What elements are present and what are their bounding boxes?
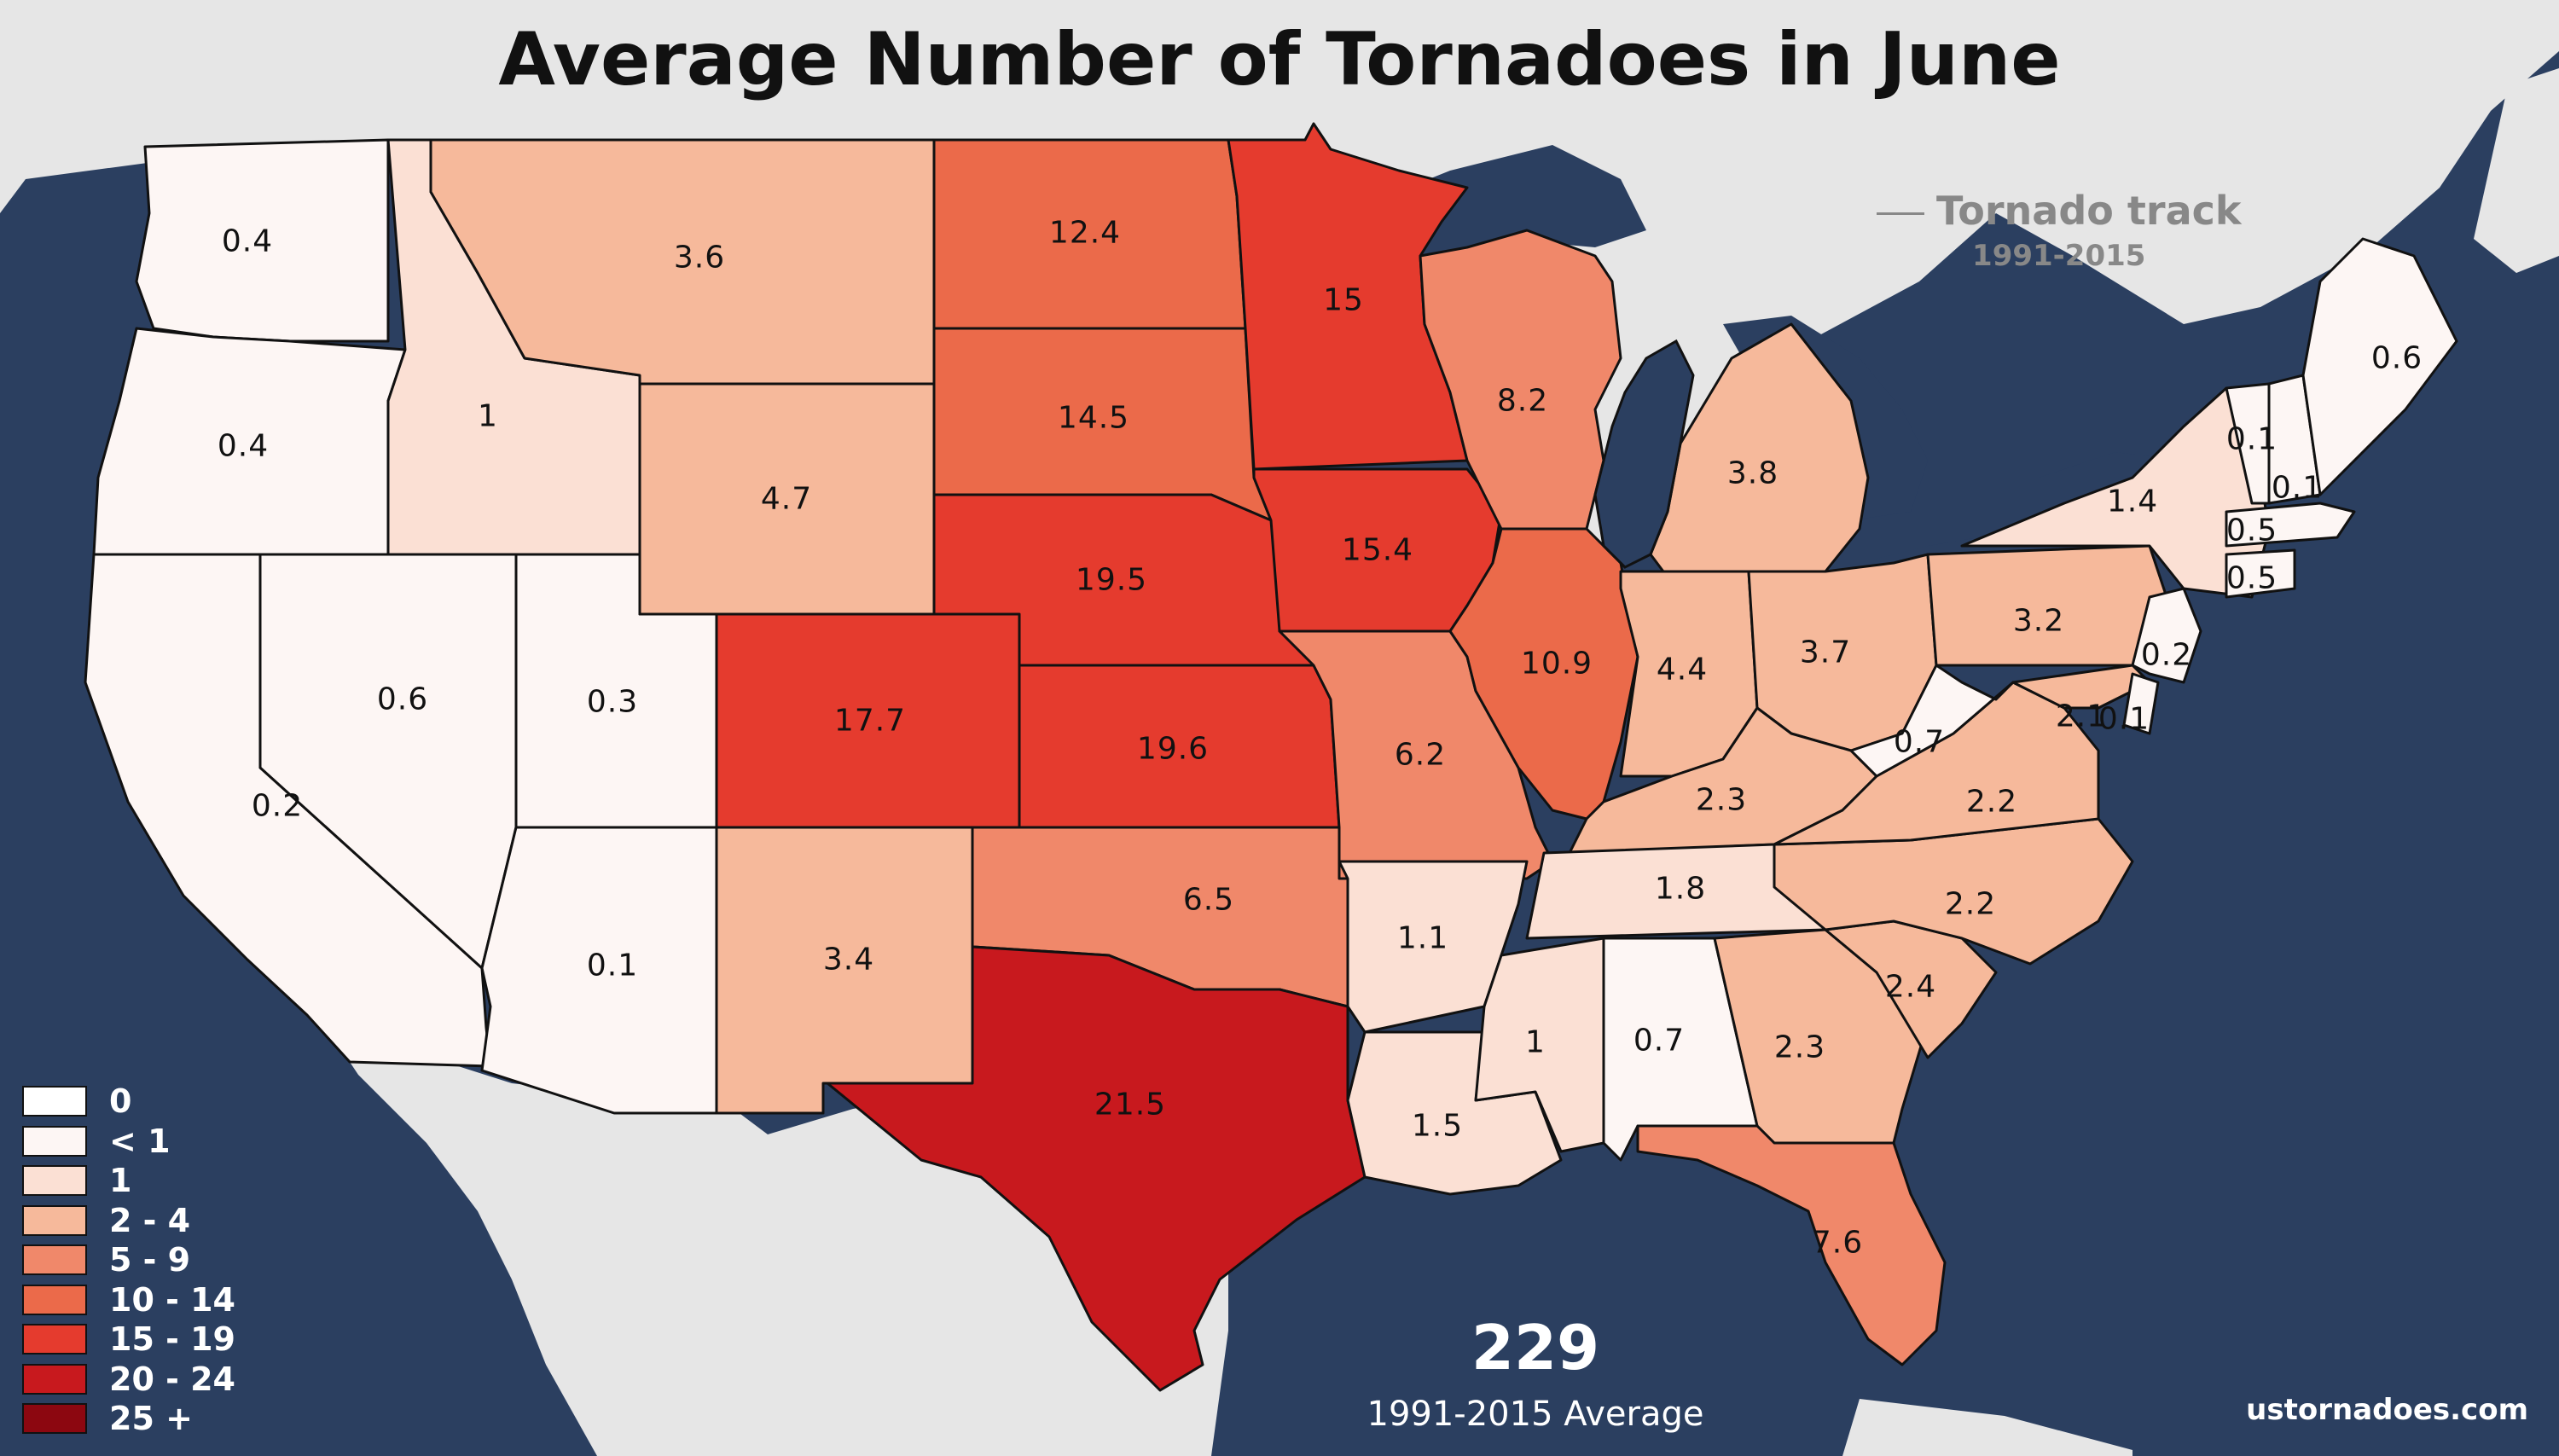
map-title: Average Number of Tornadoes in June — [498, 17, 2061, 102]
state-value-tx: 21.5 — [1094, 1087, 1167, 1122]
state-fl — [1636, 1124, 1947, 1366]
legend-swatch — [22, 1244, 87, 1276]
legend-label: 10 - 14 — [109, 1280, 235, 1319]
state-de — [2122, 672, 2160, 735]
state-value-al: 0.7 — [1633, 1023, 1686, 1059]
legend-label: 2 - 4 — [109, 1201, 191, 1239]
state-value-il: 10.9 — [1520, 646, 1593, 682]
state-wv — [1849, 664, 2015, 778]
state-value-ar: 1.1 — [1396, 920, 1449, 956]
state-value-ct: 0.5 — [2225, 560, 2278, 596]
track-key-label: Tornado track — [1936, 188, 2242, 234]
track-line-icon — [1877, 212, 1924, 215]
state-value-ks: 19.6 — [1136, 731, 1210, 767]
track-key-years: 1991-2015 — [1972, 239, 2146, 273]
legend-swatch — [22, 1363, 87, 1395]
legend-label: 1 — [109, 1162, 132, 1200]
state-wi — [1419, 229, 1622, 531]
legend-item: 15 - 19 — [22, 1320, 235, 1360]
state-value-sc: 2.4 — [1884, 969, 1937, 1005]
legend-item: 0 — [22, 1082, 235, 1122]
state-value-nj: 0.2 — [2140, 637, 2193, 673]
legend-label: 0 — [109, 1082, 132, 1121]
state-value-wy: 4.7 — [760, 481, 813, 517]
state-value-or: 0.4 — [217, 428, 270, 464]
state-value-wi: 8.2 — [1496, 383, 1549, 419]
state-me — [2301, 237, 2458, 496]
state-value-fl: 7.6 — [1811, 1225, 1864, 1261]
state-value-ne: 19.5 — [1075, 562, 1148, 598]
state-value-ut: 0.3 — [586, 684, 639, 720]
state-value-nv: 0.6 — [376, 682, 429, 717]
legend-swatch — [22, 1204, 87, 1236]
state-value-ga: 2.3 — [1773, 1030, 1826, 1065]
legend-label: < 1 — [109, 1122, 171, 1160]
legend-item: 20 - 24 — [22, 1360, 235, 1400]
total-value: 229 — [1471, 1312, 1600, 1383]
state-value-ca: 0.2 — [251, 788, 304, 824]
legend-item: 25 + — [22, 1399, 235, 1439]
state-value-ms: 1 — [1525, 1024, 1546, 1060]
legend-swatch — [22, 1165, 87, 1197]
state-value-mt: 3.6 — [673, 240, 726, 276]
state-value-az: 0.1 — [586, 948, 639, 983]
site-credit: ustornadoes.com — [2246, 1393, 2528, 1427]
legend-item: 2 - 4 — [22, 1201, 235, 1241]
state-value-oh: 3.7 — [1799, 635, 1852, 670]
state-value-nh: 0.1 — [2271, 470, 2324, 506]
legend-item: < 1 — [22, 1122, 235, 1162]
state-value-id: 1 — [478, 398, 498, 434]
state-value-ky: 2.3 — [1695, 782, 1748, 818]
legend-label: 15 - 19 — [109, 1320, 235, 1359]
state-md — [2011, 664, 2151, 710]
state-value-wa: 0.4 — [221, 223, 274, 259]
state-value-de: 0.1 — [2098, 701, 2150, 737]
total-caption: 1991-2015 Average — [1367, 1395, 1704, 1434]
legend-label: 5 - 9 — [109, 1241, 191, 1279]
lake-michigan — [1593, 339, 1695, 569]
state-value-vt: 0.1 — [2225, 421, 2278, 457]
legend-label: 20 - 24 — [109, 1360, 235, 1398]
state-value-in: 4.4 — [1656, 652, 1709, 687]
state-value-wv: 0.7 — [1893, 724, 1946, 760]
state-value-mi: 3.8 — [1726, 455, 1779, 491]
state-value-nm: 3.4 — [822, 942, 875, 977]
state-tx — [826, 945, 1367, 1392]
legend-swatch — [22, 1086, 87, 1117]
legend-swatch — [22, 1125, 87, 1157]
legend-swatch — [22, 1403, 87, 1435]
legend-item: 1 — [22, 1161, 235, 1201]
state-value-me: 0.6 — [2370, 340, 2423, 376]
state-ct — [2225, 548, 2296, 599]
state-value-sd: 14.5 — [1057, 400, 1130, 436]
state-ma — [2225, 502, 2356, 548]
legend-item: 10 - 14 — [22, 1280, 235, 1320]
legend-swatch — [22, 1324, 87, 1355]
tornado-track-key: Tornado track 1991-2015 — [1877, 188, 2241, 273]
legend-item: 5 - 9 — [22, 1240, 235, 1280]
state-value-ok: 6.5 — [1182, 882, 1235, 918]
state-value-va: 2.2 — [1965, 784, 2018, 820]
legend-label: 25 + — [109, 1400, 193, 1438]
state-value-mo: 6.2 — [1394, 737, 1447, 773]
state-value-pa: 3.2 — [2012, 603, 2065, 639]
cuba-land — [1842, 1399, 2132, 1456]
state-value-ia: 15.4 — [1341, 532, 1414, 568]
maritimes-land — [2474, 68, 2559, 273]
state-value-nc: 2.2 — [1944, 886, 1997, 922]
state-value-mn: 15 — [1323, 282, 1364, 318]
state-value-co: 17.7 — [833, 703, 907, 739]
state-value-nd: 12.4 — [1048, 215, 1122, 251]
state-value-tn: 1.8 — [1654, 871, 1707, 907]
state-value-md: 2.1 — [2055, 699, 2108, 734]
state-value-la: 1.5 — [1411, 1108, 1464, 1144]
state-value-ny: 1.4 — [2106, 484, 2159, 519]
state-value-ma: 0.5 — [2225, 513, 2278, 548]
legend-swatch — [22, 1284, 87, 1315]
